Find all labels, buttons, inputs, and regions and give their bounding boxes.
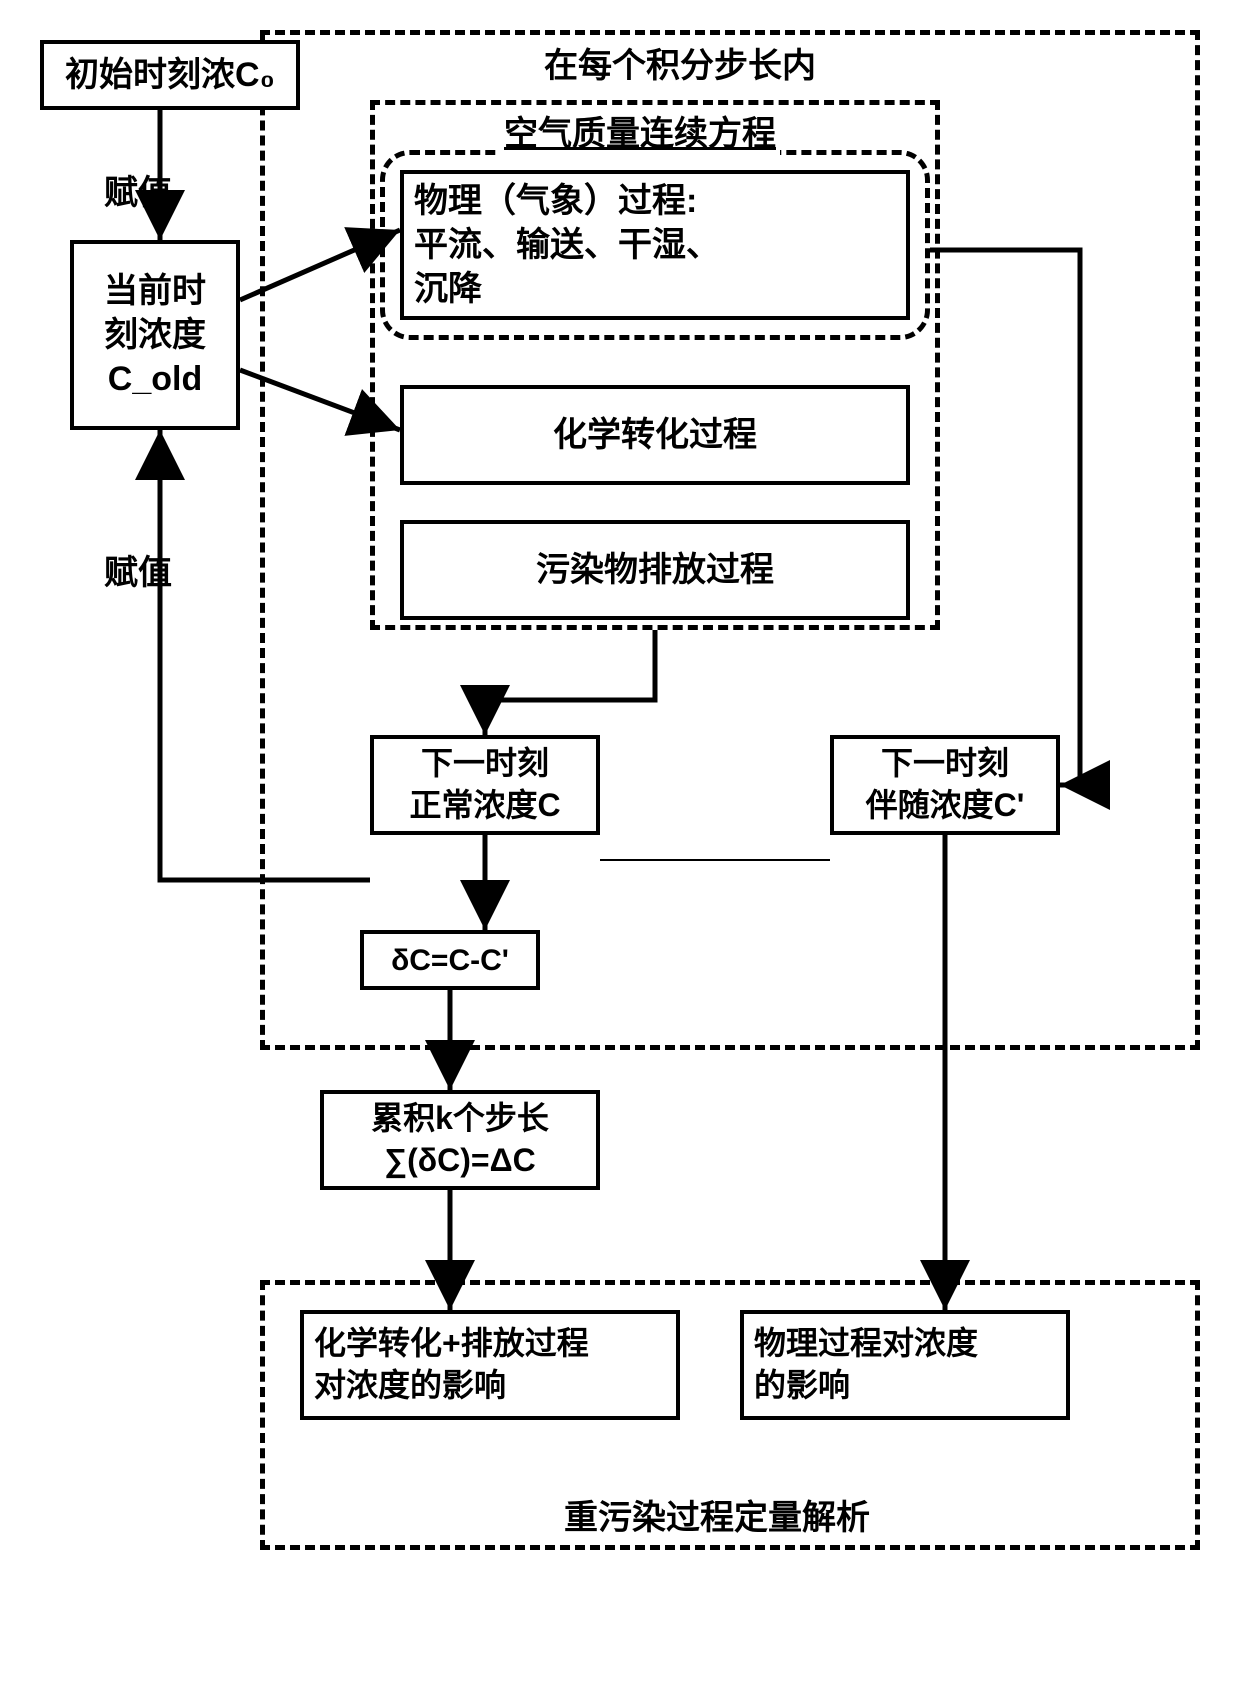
box-emit: 污染物排放过程 [400, 520, 910, 620]
box-chemeff: 化学转化+排放过程 对浓度的影响 [300, 1310, 680, 1420]
box-chemeff-text: 化学转化+排放过程 对浓度的影响 [314, 1323, 589, 1406]
box-emit-text: 污染物排放过程 [536, 548, 774, 592]
box-chem: 化学转化过程 [400, 385, 910, 485]
label-assign2: 赋值 [100, 545, 176, 594]
box-phys-text: 物理（气象）过程: 平流、输送、干湿、 沉降 [414, 179, 720, 312]
box-deltac-text: δC=C-C' [391, 941, 509, 980]
box-physeff-text: 物理过程对浓度 的影响 [754, 1323, 978, 1406]
box-accum-text: 累积k个步长 ∑(δC)=ΔC [371, 1098, 549, 1181]
label-assign1-text: 赋值 [104, 174, 172, 212]
box-c0-text: 初始时刻浓C₀ [65, 53, 275, 97]
label-assign1: 赋值 [100, 165, 176, 214]
box-deltac: δC=C-C' [360, 930, 540, 990]
box-accum: 累积k个步长 ∑(δC)=ΔC [320, 1090, 600, 1190]
box-cold: 当前时 刻浓度 C_old [70, 240, 240, 430]
box-nextcp: 下一时刻 伴随浓度C' [830, 735, 1060, 835]
box-cold-text: 当前时 刻浓度 C_old [104, 269, 206, 402]
box-physeff: 物理过程对浓度 的影响 [740, 1310, 1070, 1420]
box-c0: 初始时刻浓C₀ [40, 40, 300, 110]
label-aq-title: 空气质量连续方程 [500, 106, 780, 155]
box-nextc: 下一时刻 正常浓度C [370, 735, 600, 835]
box-nextcp-text: 下一时刻 伴随浓度C' [866, 743, 1025, 826]
box-phys: 物理（气象）过程: 平流、输送、干湿、 沉降 [400, 170, 910, 320]
label-step-title: 在每个积分步长内 [540, 38, 820, 87]
box-chem-text: 化学转化过程 [553, 413, 757, 457]
label-result-title-text: 重污染过程定量解析 [564, 1499, 870, 1537]
label-assign2-text: 赋值 [104, 554, 172, 592]
label-result-title: 重污染过程定量解析 [560, 1490, 874, 1539]
label-aq-title-text: 空气质量连续方程 [504, 115, 776, 153]
label-step-title-text: 在每个积分步长内 [544, 47, 816, 85]
box-nextc-text: 下一时刻 正常浓度C [409, 743, 560, 826]
